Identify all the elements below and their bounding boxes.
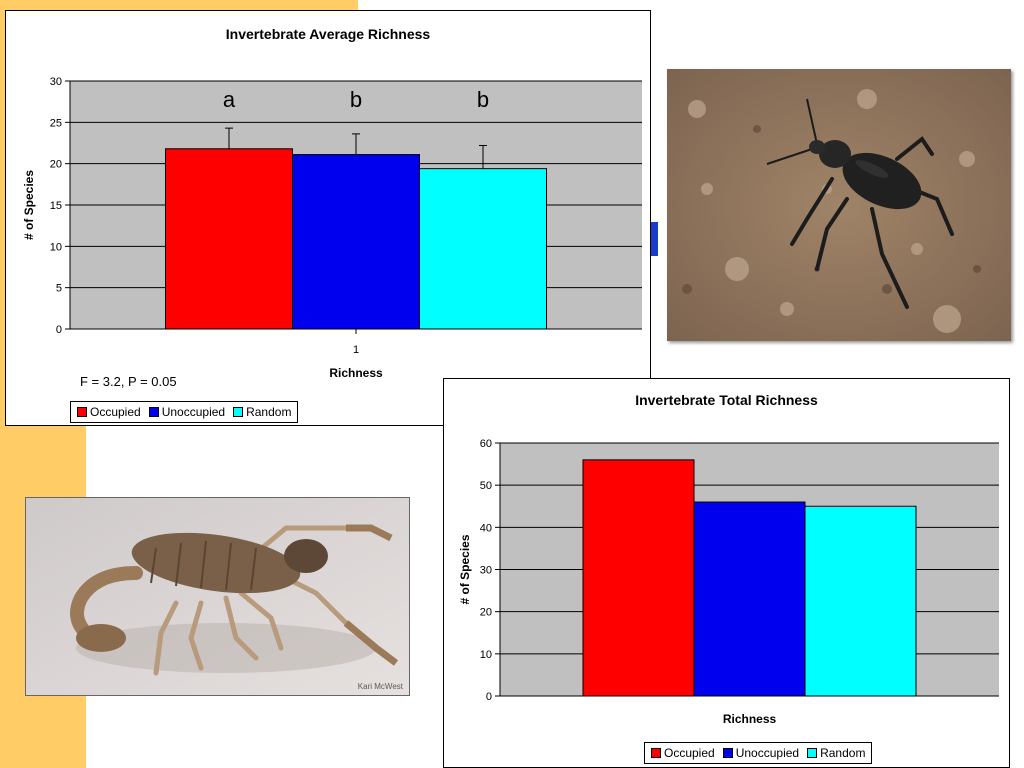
beetle-image xyxy=(667,69,1011,341)
bar-unoccupied xyxy=(693,501,806,697)
legend-label: Occupied xyxy=(90,405,141,419)
y-axis-label: # of Species xyxy=(22,170,36,240)
average-richness-chart-panel: Invertebrate Average Richness 0 5 10 15 20 25… xyxy=(5,10,651,426)
chart-legend: Occupied Unoccupied Random xyxy=(70,401,299,423)
legend-label: Random xyxy=(820,746,866,760)
legend-label: Unoccupied xyxy=(735,746,800,760)
bar-occupied xyxy=(582,459,695,697)
y-tick-label: 10 xyxy=(480,649,492,661)
scorpion-image xyxy=(26,498,409,695)
y-tick-label: 20 xyxy=(50,159,62,171)
y-tick-label: 50 xyxy=(480,480,492,492)
chart-title: Invertebrate Average Richness xyxy=(225,26,431,42)
beetle-photo xyxy=(667,69,1011,341)
y-tick-label: 60 xyxy=(480,438,492,450)
x-axis-label: Richness xyxy=(723,712,777,726)
y-tick-label: 0 xyxy=(486,691,492,703)
legend-item-random: Random xyxy=(807,746,865,760)
y-tick-label: 30 xyxy=(480,565,492,577)
photo-credit: Kari McWest xyxy=(357,682,403,691)
significance-letter: b xyxy=(350,87,362,112)
significance-letter: a xyxy=(223,87,236,112)
chart-legend: Occupied Unoccupied Random xyxy=(644,742,873,764)
decorative-blue-tab xyxy=(651,222,658,256)
legend-swatch xyxy=(722,748,733,758)
legend-label: Occupied xyxy=(664,746,715,760)
average-richness-chart: 0 5 10 15 20 25 30 a b b 1 Richness # of Species xyxy=(22,76,642,380)
legend-item-occupied: Occupied xyxy=(651,746,715,760)
y-tick-label: 0 xyxy=(56,324,62,336)
y-tick-label: 10 xyxy=(50,241,62,253)
y-tick-label: 15 xyxy=(50,200,62,212)
bar-random xyxy=(419,168,547,330)
bar-unoccupied xyxy=(292,154,420,330)
y-tick-label: 5 xyxy=(56,283,62,295)
x-axis-label: Richness xyxy=(329,366,383,380)
chart-title: Invertebrate Total Richness xyxy=(635,392,818,408)
y-tick-label: 40 xyxy=(480,522,492,534)
legend-swatch xyxy=(651,748,661,758)
y-axis-label: # of Species xyxy=(458,534,472,604)
scorpion-photo: Kari McWest xyxy=(25,497,410,696)
x-tick-label: 1 xyxy=(353,344,359,356)
legend-swatch xyxy=(148,407,159,417)
legend-item-occupied: Occupied xyxy=(77,405,141,419)
bar-random xyxy=(804,505,917,697)
total-richness-chart-panel: Invertebrate Total Richness 0 10 20 30 40 50 6… xyxy=(443,378,1010,768)
statistics-note: F = 3.2, P = 0.05 xyxy=(80,374,177,389)
significance-letter: b xyxy=(477,87,489,112)
legend-swatch xyxy=(233,407,244,417)
decorative-orange-top-bar xyxy=(0,0,358,10)
legend-item-unoccupied: Unoccupied xyxy=(722,746,800,760)
total-richness-chart: 0 10 20 30 40 50 60 Richness # of Species xyxy=(458,438,999,726)
bar-occupied xyxy=(165,148,293,330)
legend-label: Unoccupied xyxy=(161,405,226,419)
legend-label: Random xyxy=(246,405,292,419)
y-tick-label: 30 xyxy=(50,76,62,88)
y-tick-label: 20 xyxy=(480,607,492,619)
legend-swatch xyxy=(77,407,87,417)
legend-swatch xyxy=(807,748,818,758)
legend-item-unoccupied: Unoccupied xyxy=(148,405,226,419)
y-tick-label: 25 xyxy=(50,117,62,129)
legend-item-random: Random xyxy=(233,405,291,419)
